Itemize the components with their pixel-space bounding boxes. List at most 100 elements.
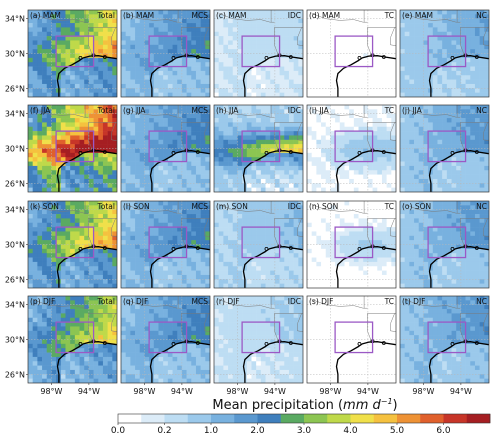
precip-cell: [316, 53, 322, 59]
precip-cell: [163, 75, 169, 80]
precip-cell: [316, 49, 322, 54]
precip-cell: [181, 152, 187, 158]
precip-cell: [60, 70, 66, 76]
precip-cell: [98, 31, 104, 37]
precip-cell: [335, 49, 341, 54]
precip-cell: [251, 240, 257, 245]
precip-cell: [428, 135, 434, 141]
precip-cell: [121, 148, 126, 154]
precip-cell: [465, 40, 471, 46]
precip-cell: [293, 62, 299, 67]
precip-cell: [107, 105, 113, 110]
panel-frame: [120, 9, 211, 98]
precip-cell: [339, 139, 345, 145]
precip-cell: [279, 157, 285, 162]
precip-cell: [200, 205, 206, 210]
precip-cell: [274, 209, 280, 215]
precip-cell: [51, 49, 57, 54]
precip-cell: [112, 148, 117, 154]
precip-cell: [358, 187, 364, 192]
precip-cell: [228, 161, 234, 167]
precip-cell: [418, 18, 424, 24]
precip-cell: [163, 53, 169, 59]
precip-cell: [479, 144, 485, 149]
precip-cell: [311, 131, 317, 136]
precip-cell: [256, 113, 262, 119]
precip-cell: [330, 109, 336, 114]
precip-cell: [32, 157, 38, 162]
precip-cell: [465, 183, 471, 188]
precip-cell: [270, 79, 276, 85]
precip-cell: [79, 70, 85, 76]
precip-cell: [321, 105, 327, 110]
precip-cell: [339, 178, 345, 184]
precip-cell: [93, 10, 99, 15]
precip-cell: [93, 139, 99, 145]
precip-cell: [139, 279, 145, 284]
precip-cell: [400, 126, 405, 132]
precip-cell: [84, 170, 90, 175]
precip-cell: [251, 18, 257, 24]
precip-cell: [288, 88, 294, 93]
precip-cell: [200, 201, 206, 206]
precip-cell: [363, 113, 369, 119]
precip-cell: [205, 18, 210, 24]
precip-cell: [353, 62, 359, 67]
precip-cell: [330, 44, 336, 50]
precip-cell: [284, 49, 290, 54]
precip-cell: [446, 92, 452, 97]
precip-cell: [260, 126, 266, 132]
precip-cell: [432, 31, 438, 37]
precip-cell: [367, 88, 373, 93]
precip-cell: [135, 75, 141, 80]
precip-cell: [321, 161, 327, 167]
precip-cell: [60, 53, 66, 59]
precip-cell: [293, 44, 299, 50]
precip-cell: [149, 135, 155, 141]
precip-cell: [279, 218, 285, 224]
precip-cell: [288, 227, 294, 232]
precip-cell: [260, 131, 266, 136]
precip-cell: [163, 88, 169, 93]
precip-cell: [386, 18, 392, 24]
precip-cell: [205, 40, 210, 46]
precip-cell: [418, 165, 424, 171]
precip-cell: [60, 10, 66, 15]
precip-cell: [177, 222, 183, 228]
precip-cell: [74, 18, 80, 24]
precip-cell: [172, 235, 178, 241]
precip-cell: [74, 170, 80, 175]
precip-cell: [135, 131, 141, 136]
precip-cell: [409, 23, 415, 28]
precip-cell: [32, 75, 38, 80]
precip-cell: [465, 118, 471, 123]
precip-cell: [325, 109, 331, 114]
precip-cell: [195, 253, 201, 258]
precip-cell: [446, 126, 452, 132]
precip-cell: [130, 183, 136, 188]
precip-cell: [237, 218, 243, 224]
precip-cell: [237, 131, 243, 136]
precip-cell: [195, 23, 201, 28]
panel-frame: [306, 9, 397, 98]
bay-outline: [381, 150, 386, 154]
precip-cell: [339, 144, 345, 149]
precip-cell: [353, 10, 359, 15]
precip-cell: [437, 18, 443, 24]
precip-cell: [442, 57, 448, 63]
precip-cell: [242, 148, 248, 154]
precip-cell: [432, 126, 438, 132]
precip-cell: [242, 36, 248, 41]
precip-cell: [42, 253, 48, 258]
precip-cell: [451, 44, 457, 50]
precip-cell: [298, 240, 303, 245]
precip-cell: [377, 187, 383, 192]
precip-cell: [177, 161, 183, 167]
precip-cell: [353, 139, 359, 145]
precip-cell: [446, 49, 452, 54]
precip-cell: [260, 36, 266, 41]
precip-cell: [135, 92, 141, 97]
precip-cell: [163, 279, 169, 284]
precip-cell: [223, 165, 229, 171]
precip-cell: [242, 218, 248, 224]
